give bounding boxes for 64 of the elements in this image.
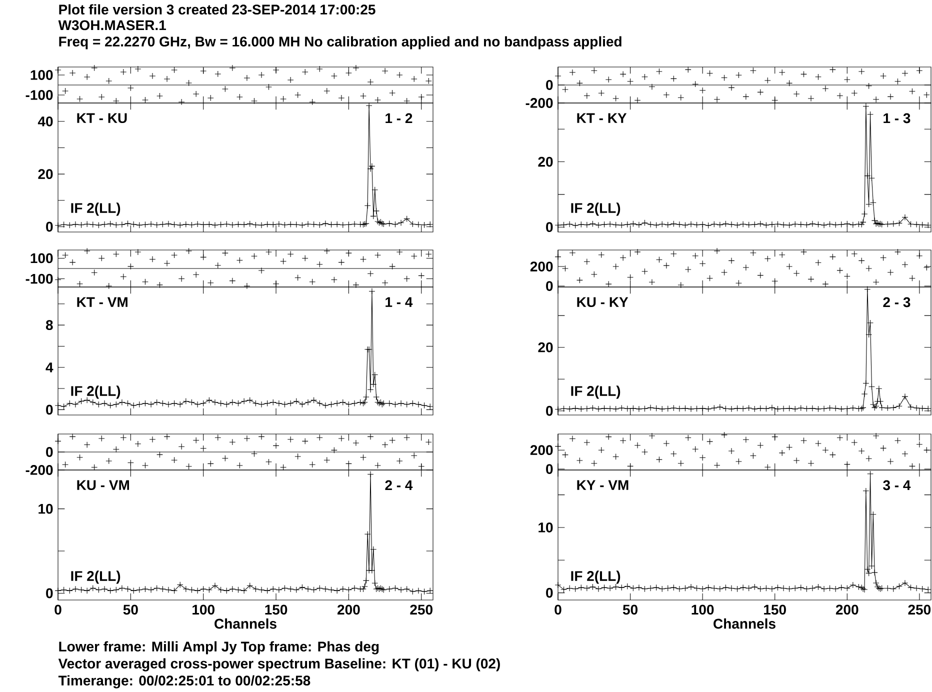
- y-tick-label: 4: [46, 362, 54, 372]
- chart-subtitle: W3OH.MASER.1: [58, 20, 166, 30]
- y-tick-label: 100: [30, 253, 53, 264]
- x-tick-label: 150: [764, 604, 786, 615]
- annotation: 1 - 3: [884, 113, 910, 124]
- y-tick-label: 0: [546, 464, 553, 474]
- x-tick-label: 250: [908, 604, 931, 615]
- y-tick-label: 200: [530, 262, 553, 272]
- x-tick-label: 200: [836, 604, 858, 615]
- annotation: KU - VM: [77, 480, 129, 490]
- annotation: KT - VM: [77, 297, 128, 307]
- y-tick-label: 40: [38, 116, 53, 126]
- y-tick-label: 200: [530, 445, 553, 456]
- y-tick-label: 20: [38, 169, 53, 180]
- text: Lower frame: Milli Ampl Jy Top frame: Phas deg: [59, 641, 379, 654]
- y-tick-label: 0: [546, 588, 553, 598]
- y-tick-label: 20: [538, 342, 553, 352]
- y-tick-label: 0: [546, 281, 553, 291]
- x-axis-title: Channels: [214, 618, 276, 629]
- x-tick-label: 200: [338, 604, 360, 615]
- annotation: 2 - 4: [385, 480, 413, 490]
- y-tick-label: 10: [38, 504, 53, 514]
- x-tick-label: 50: [622, 604, 638, 615]
- annotation: KY - VM: [577, 480, 628, 490]
- y-tick-label: 10: [538, 522, 553, 532]
- y-tick-label: 0: [546, 80, 553, 90]
- text: Vector averaged cross-power spectrum Baseline: KT (01) - KU (02): [58, 658, 500, 672]
- x-tick-label: 150: [265, 604, 288, 615]
- y-tick-label: 100: [30, 70, 53, 80]
- y-tick-label: -100: [26, 274, 53, 284]
- y-tick-label: -200: [526, 98, 553, 108]
- annotation: IF 2(LL): [571, 386, 620, 399]
- annotation: 1 - 2: [386, 113, 412, 124]
- x-tick-label: 0: [554, 604, 562, 615]
- y-tick-label: 8: [46, 320, 53, 330]
- text: Timerange: 00/02:25:01 to 00/02:25:58: [58, 675, 310, 688]
- annotation: 2 - 3: [883, 297, 910, 308]
- y-tick-label: 0: [546, 222, 553, 232]
- x-tick-label: 50: [123, 604, 138, 615]
- y-tick-label: -200: [26, 465, 53, 475]
- annotation: KT - KU: [77, 113, 127, 124]
- x-tick-label: 100: [192, 604, 214, 615]
- annotation: KT - KY: [577, 113, 627, 123]
- y-tick-label: 20: [538, 156, 553, 167]
- y-tick-label: 0: [46, 588, 53, 598]
- annotation: 1 - 4: [386, 297, 413, 307]
- annotation: IF 2(LL): [71, 570, 120, 584]
- y-tick-label: 0: [46, 447, 53, 457]
- text: Freq = 22.2270 GHz, Bw = 16.000 MH No calibration applied and no bandpass applied: [59, 36, 622, 50]
- y-tick-label: 0: [546, 406, 553, 416]
- x-tick-label: 0: [54, 604, 62, 615]
- annotation: KU - KY: [577, 297, 628, 308]
- y-tick-label: 0: [46, 404, 53, 415]
- chart-title: Plot file version 3 created 23-SEP-2014 17:00:25: [59, 4, 376, 15]
- x-axis-title: Channels: [714, 618, 776, 629]
- annotation: IF 2(LL): [71, 202, 120, 216]
- y-tick-label: -100: [26, 90, 53, 100]
- annotation: 3 - 4: [883, 480, 911, 490]
- x-tick-label: 250: [410, 604, 432, 615]
- annotation: IF 2(LL): [571, 570, 620, 584]
- annotation: IF 2(LL): [71, 386, 120, 399]
- x-tick-label: 100: [692, 604, 714, 615]
- annotation: IF 2(LL): [571, 202, 620, 216]
- y-tick-label: 0: [46, 222, 53, 232]
